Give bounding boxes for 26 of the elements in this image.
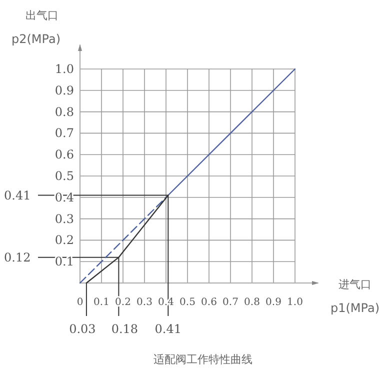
- y-tick-label: 0.6: [54, 148, 74, 162]
- y-axis-title: 出气口 p2(MPa): [11, 9, 61, 46]
- x-tick-label: 0.7: [222, 297, 238, 308]
- x-tick-label: 0.5: [180, 297, 196, 308]
- x-tick-label: 0: [76, 297, 84, 308]
- y-tick-label: 0.8: [54, 104, 74, 119]
- y-tick-label: 0.3: [54, 212, 74, 226]
- x-tick-label: 0.6: [201, 297, 217, 308]
- ref-line-label: 0.12: [4, 250, 31, 264]
- ref-line-label: 0.41: [154, 322, 182, 336]
- y-tick-label: 0.9: [54, 83, 74, 98]
- ref-line-label: 0.41: [4, 188, 31, 202]
- ref-line-label: 0.18: [111, 322, 138, 336]
- x-tick-label: 0.8: [244, 297, 260, 308]
- x-tick-label: 0.9: [266, 297, 282, 308]
- y-tick-label: 0.7: [54, 126, 74, 140]
- text: 适配阀工作特性曲线: [154, 353, 252, 366]
- y-tick-label: 0.5: [54, 169, 74, 183]
- y-tick-label: 0.2: [54, 233, 74, 248]
- y-tick-label: 0.1: [54, 254, 74, 269]
- y-tick-label: 1.0: [54, 62, 74, 76]
- x-tick-label: 0.1: [94, 297, 110, 308]
- x-tick-label: 0.3: [136, 297, 152, 308]
- x-axis-title: 进气口 p1(MPa): [330, 278, 380, 315]
- ref-line-label: 0.03: [69, 322, 96, 336]
- x-tick-label: 1.0: [287, 297, 303, 308]
